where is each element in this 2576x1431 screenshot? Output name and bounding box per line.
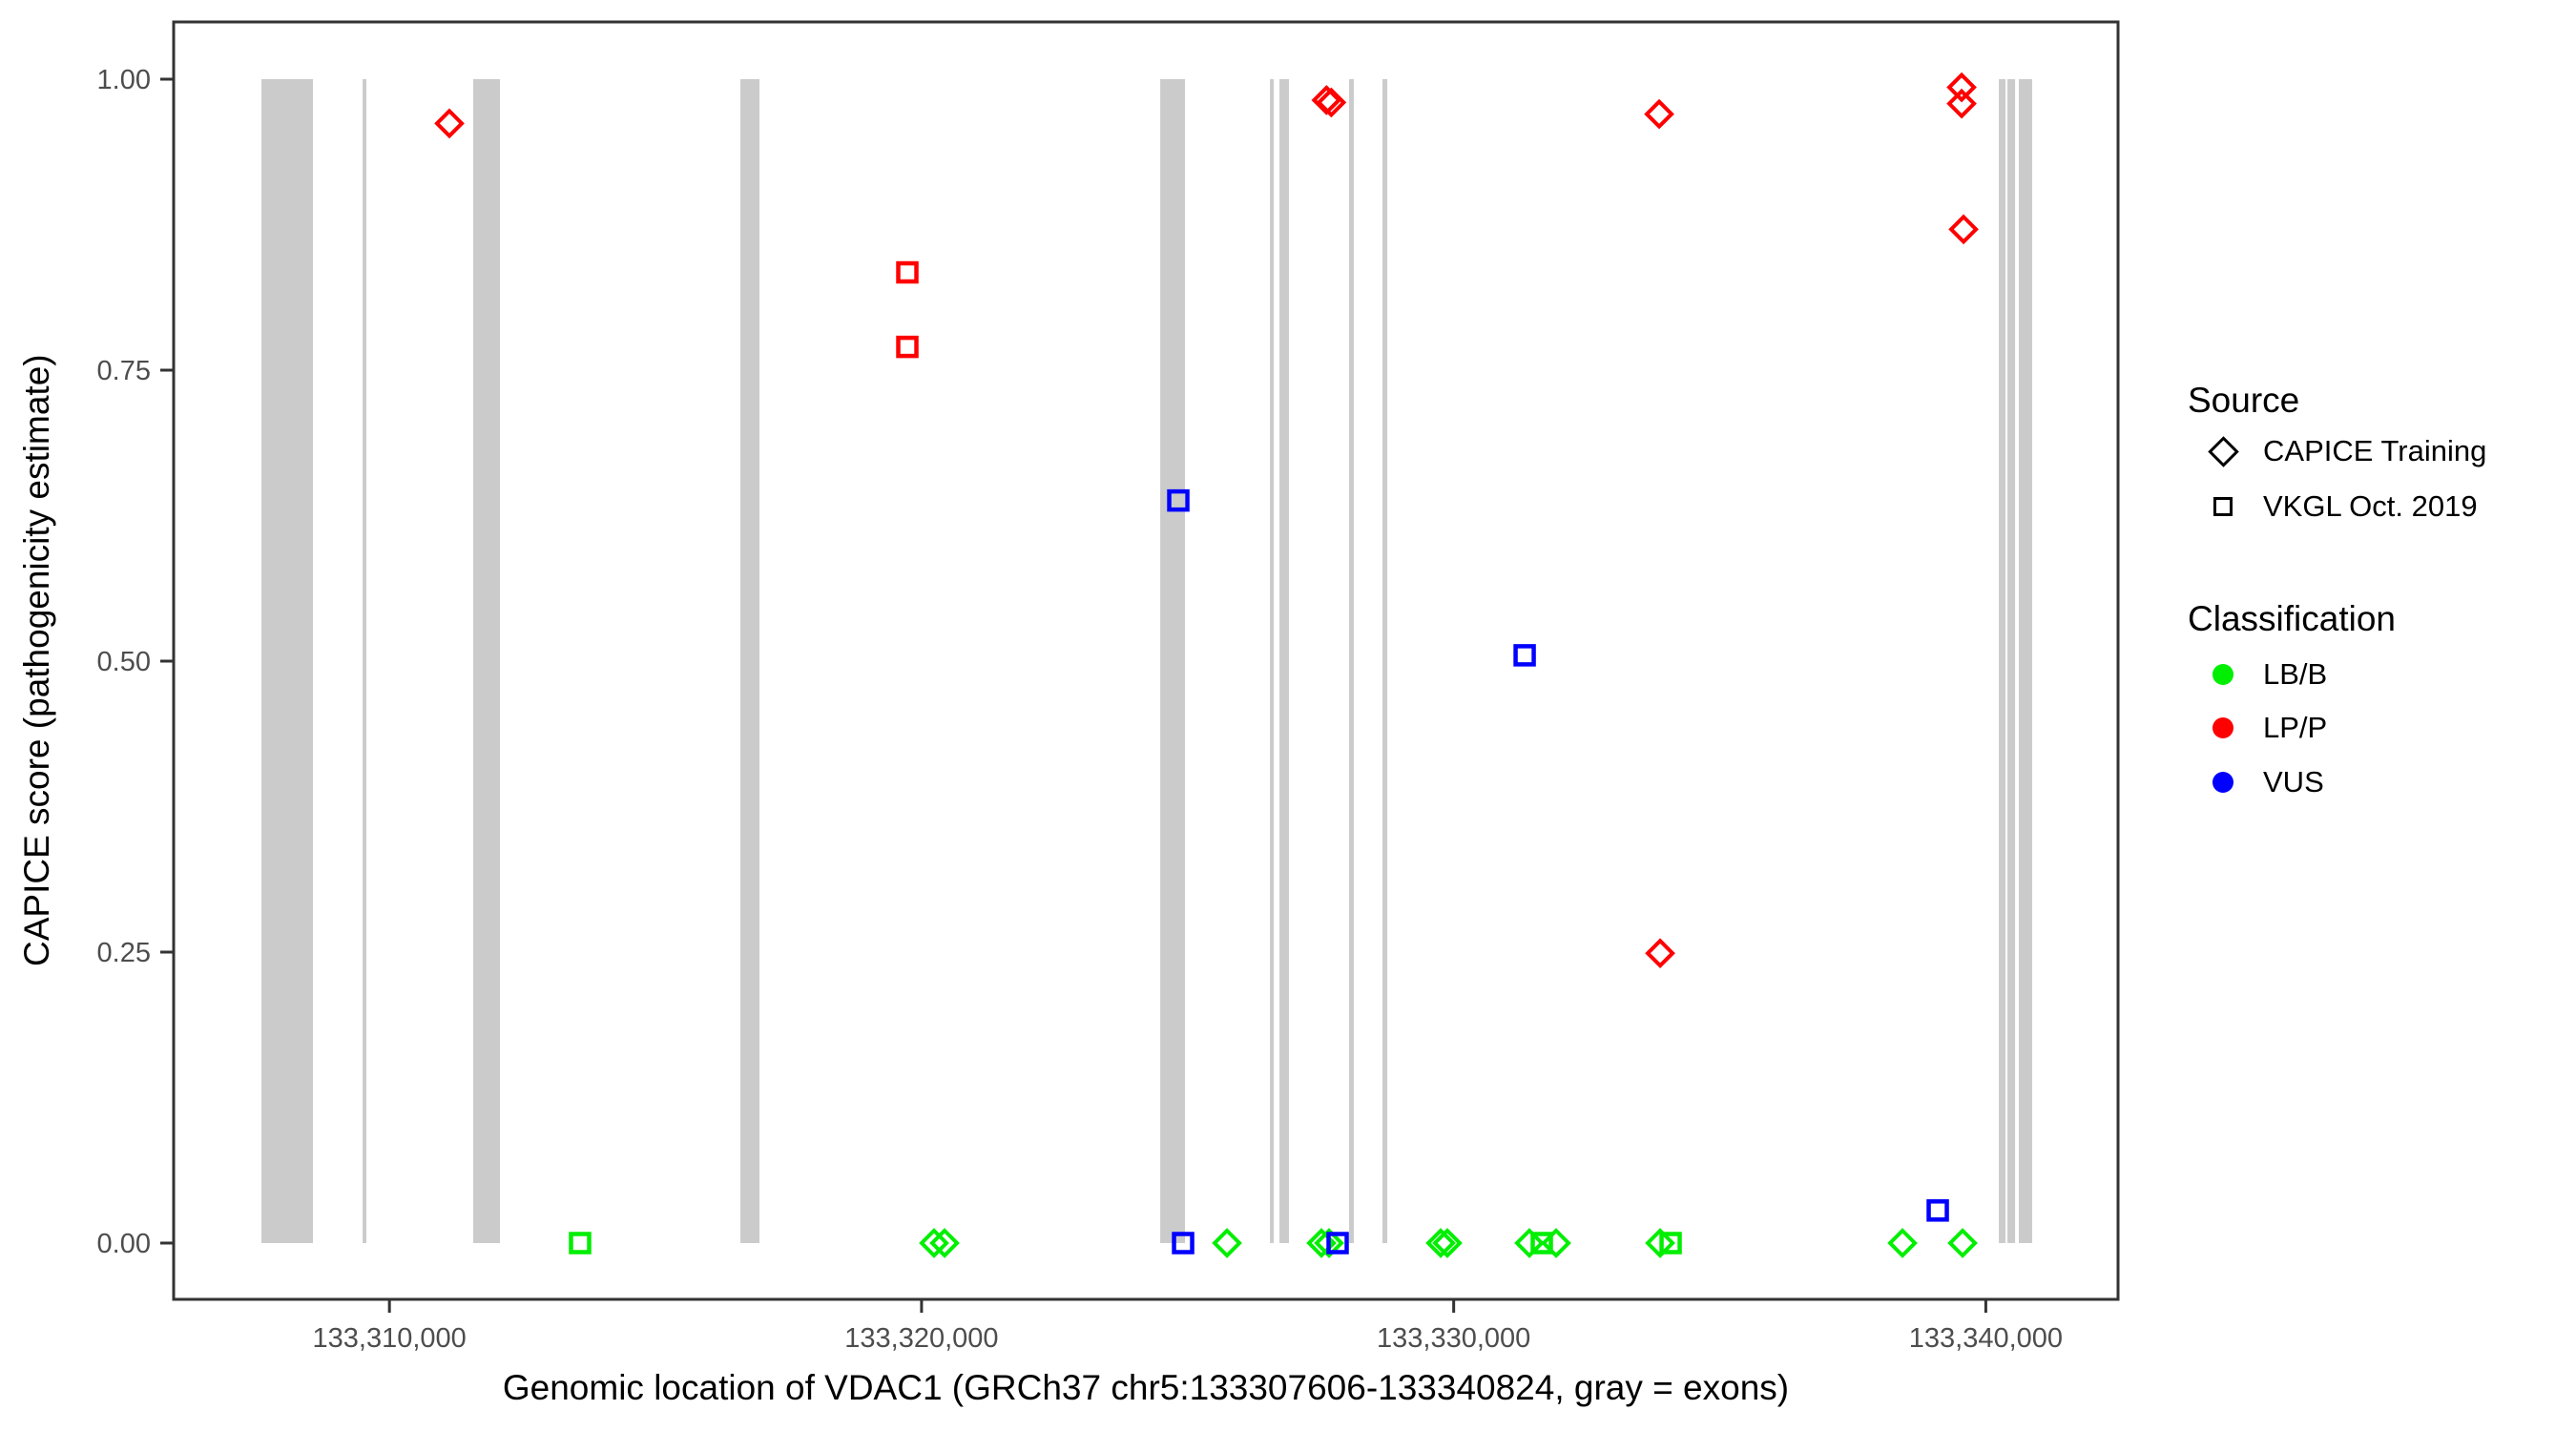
x-tick-label: 133,330,000 — [1377, 1323, 1530, 1354]
data-point-square — [569, 1232, 592, 1255]
diamond-key-icon — [2202, 430, 2244, 472]
exon-bar — [473, 79, 501, 1243]
legend-item-vkgl: VKGL Oct. 2019 — [2202, 486, 2478, 528]
data-point-diamond — [1314, 1228, 1344, 1258]
y-tick-label: 0.50 — [97, 647, 151, 677]
exon-bar — [1382, 79, 1388, 1243]
data-point-square — [1167, 488, 1190, 512]
data-point-diamond — [1425, 1228, 1456, 1258]
data-point-diamond — [1947, 1228, 1978, 1258]
data-point-diamond — [1887, 1228, 1918, 1258]
data-point-diamond — [919, 1228, 949, 1258]
square-key-icon — [2202, 486, 2244, 528]
data-point-diamond — [1946, 72, 1977, 103]
legend-source-title: Source — [2188, 381, 2300, 420]
data-point-diamond — [1645, 938, 1675, 969]
data-point-diamond — [929, 1228, 960, 1258]
panel-border — [172, 20, 2120, 1301]
data-point-diamond — [1212, 1228, 1242, 1258]
lbb-dot-icon — [2202, 653, 2244, 695]
legend-item-label: CAPICE Training — [2263, 434, 2487, 467]
data-point-square — [1326, 1232, 1349, 1255]
data-point-diamond — [1316, 87, 1347, 118]
exon-bar — [1160, 79, 1186, 1243]
data-point-square — [1659, 1232, 1682, 1255]
legend-item-lbb: LB/B — [2202, 653, 2327, 695]
data-point-diamond — [1645, 1228, 1675, 1258]
vus-dot-icon — [2202, 761, 2244, 803]
legend-item-lpp: LP/P — [2202, 707, 2327, 749]
exon-bar — [740, 79, 760, 1243]
y-tick-label: 0.75 — [97, 356, 151, 386]
data-point-square — [1172, 1232, 1195, 1255]
data-point-diamond — [1541, 1228, 1571, 1258]
x-tick-label: 133,320,000 — [844, 1323, 998, 1354]
data-point-diamond — [1946, 88, 1977, 119]
data-point-diamond — [1948, 214, 1979, 245]
exon-bar — [2007, 79, 2016, 1243]
data-point-square — [1513, 644, 1536, 667]
exon-bar — [1270, 79, 1275, 1243]
y-tick-label: 0.25 — [97, 938, 151, 968]
exon-bar — [261, 79, 314, 1243]
x-tick-label: 133,310,000 — [313, 1323, 467, 1354]
data-point-square — [1530, 1232, 1553, 1255]
legend: Source CAPICE Training VKGL Oct. 2019 Cl… — [2166, 0, 2576, 1431]
legend-item-label: LP/P — [2263, 711, 2328, 744]
y-tick-label: 0.00 — [97, 1229, 151, 1259]
exon-bar — [1279, 79, 1290, 1243]
data-point-square — [1926, 1199, 1949, 1222]
data-point-diamond — [1432, 1228, 1463, 1258]
lpp-dot-icon — [2202, 707, 2244, 749]
data-point-diamond — [434, 108, 465, 139]
exon-bar — [1999, 79, 2006, 1243]
y-axis-title: CAPICE score (pathogenicity estimate) — [17, 354, 56, 967]
legend-item-label: VKGL Oct. 2019 — [2263, 489, 2478, 523]
legend-item-capice-training: CAPICE Training — [2202, 430, 2486, 472]
exon-bar — [363, 79, 367, 1243]
exon-bar — [2019, 79, 2033, 1243]
legend-item-vus: VUS — [2202, 761, 2324, 803]
data-point-square — [896, 335, 919, 359]
x-tick-label: 133,340,000 — [1909, 1323, 2063, 1354]
data-point-diamond — [1514, 1228, 1545, 1258]
legend-item-label: VUS — [2263, 765, 2324, 798]
data-point-square — [896, 260, 919, 284]
exon-bar — [1349, 79, 1355, 1243]
x-axis-title: Genomic location of VDAC1 (GRCh37 chr5:1… — [502, 1368, 1790, 1407]
data-point-diamond — [1644, 98, 1674, 130]
legend-item-label: LB/B — [2263, 657, 2328, 691]
y-tick-label: 1.00 — [97, 65, 151, 95]
legend-classification-title: Classification — [2188, 599, 2396, 638]
